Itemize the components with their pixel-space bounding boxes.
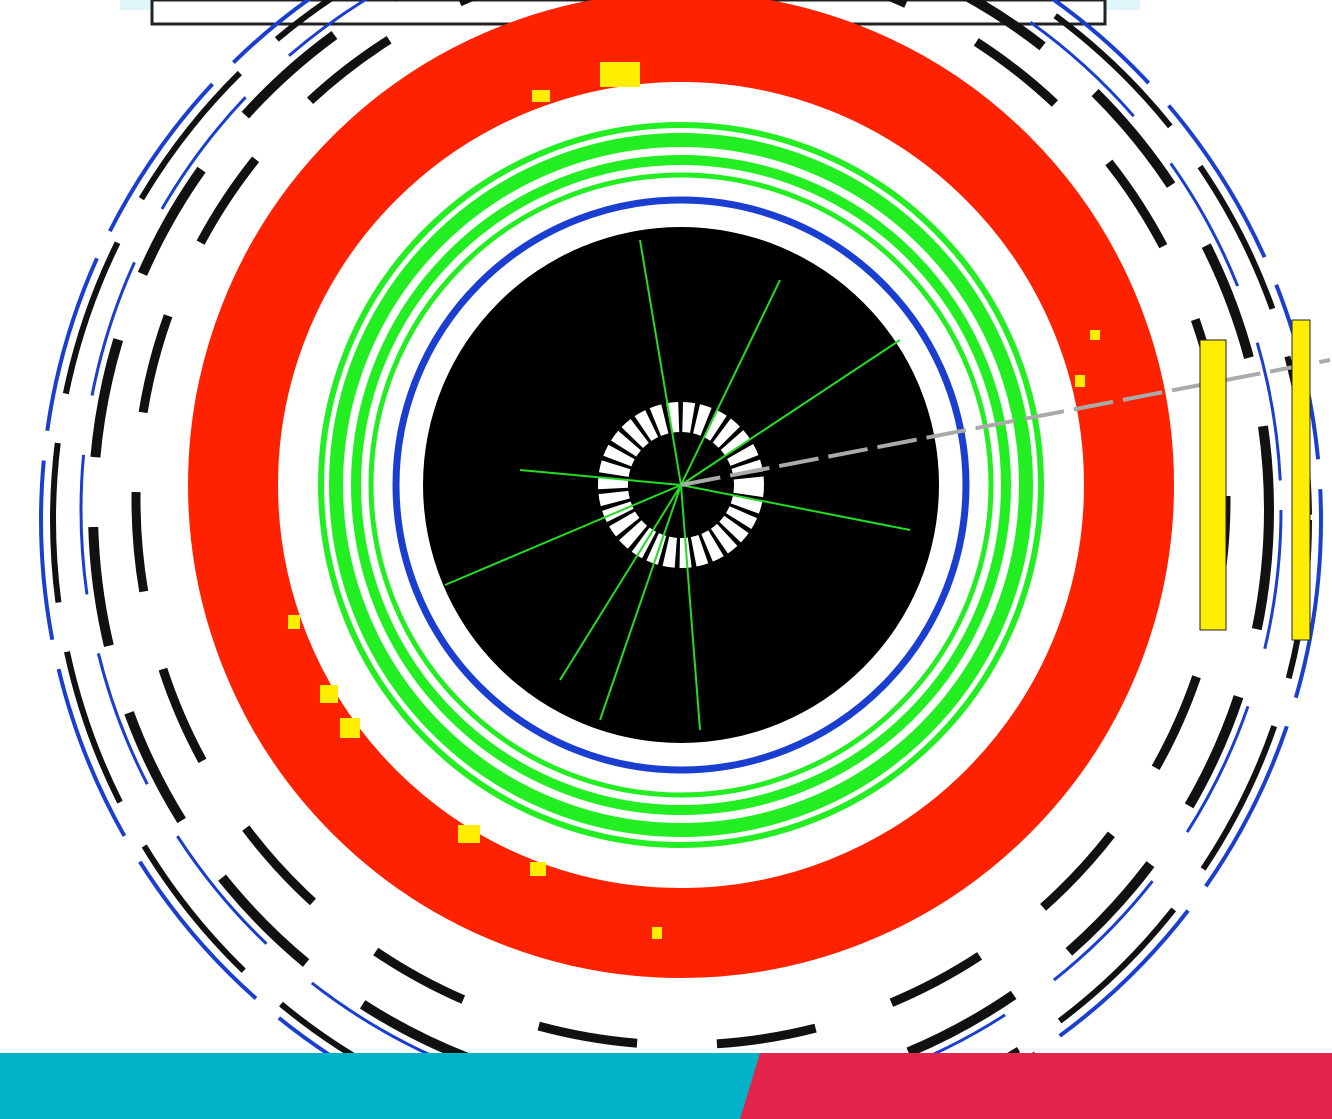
track	[519, 469, 682, 486]
track	[599, 484, 682, 721]
deposit	[288, 615, 300, 629]
deposit	[600, 62, 640, 87]
track	[444, 484, 682, 586]
track	[680, 484, 911, 531]
muon-chamber	[1291, 319, 1311, 641]
deposit	[530, 862, 546, 876]
deposit	[532, 90, 550, 102]
deposit	[458, 825, 480, 843]
deposit	[340, 718, 360, 738]
tracker-ring	[329, 133, 1033, 837]
tracker-ring	[368, 172, 994, 798]
solenoid-ring	[392, 196, 970, 774]
tracker-rings	[318, 122, 1044, 848]
deposit	[1075, 375, 1085, 387]
tracker-ring	[351, 155, 1011, 815]
track	[639, 239, 682, 486]
track	[680, 279, 781, 486]
deposit	[1090, 330, 1100, 340]
tracker-ring	[318, 122, 1044, 848]
tracks	[444, 239, 911, 731]
track	[680, 339, 901, 486]
track	[680, 484, 701, 731]
calorimeter-ring	[188, 0, 1174, 978]
deposit	[320, 685, 338, 703]
footer-accent	[740, 1053, 1332, 1119]
deposit	[652, 927, 662, 939]
pixel-ring	[598, 402, 764, 568]
track	[559, 484, 682, 681]
mid-blue-ring	[79, 0, 1283, 1112]
mid-black-ring	[88, 0, 1274, 1103]
outer-blue-ring	[39, 0, 1323, 1119]
muon-chamber	[1199, 339, 1227, 631]
calorimeter-deposits	[288, 62, 1100, 939]
